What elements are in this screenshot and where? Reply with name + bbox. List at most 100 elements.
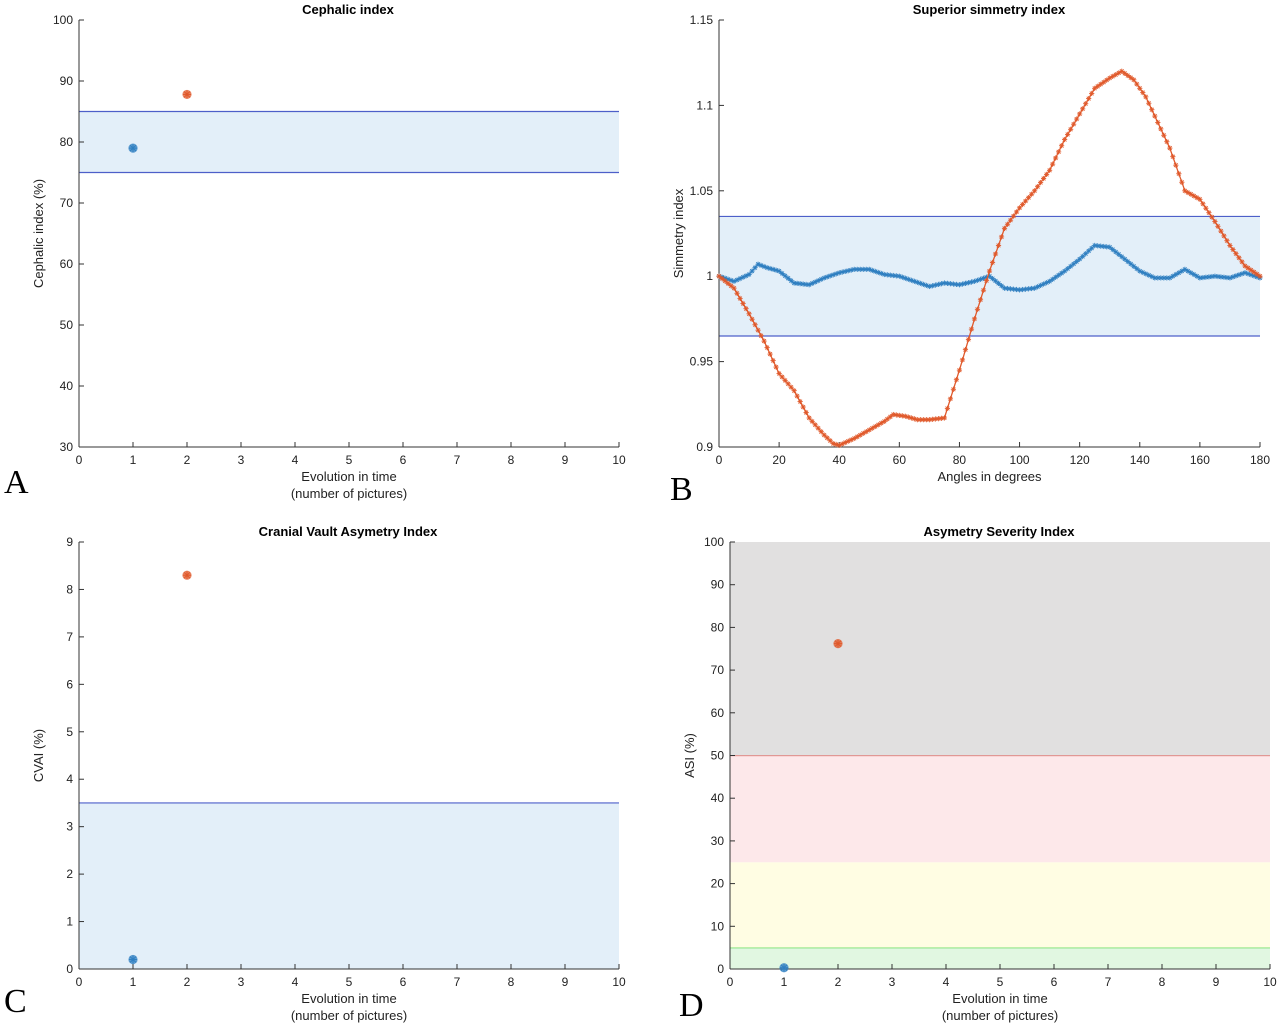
marker-stroke [749,317,755,322]
data-point [1131,77,1137,83]
band-3 [730,542,1270,756]
y-tick-label: 1 [706,269,713,283]
data-point [929,416,935,422]
data-point [779,374,785,380]
data-point [863,429,869,435]
y-tick-label: 30 [60,440,74,454]
marker-stroke [999,234,1004,240]
data-point [1031,188,1038,194]
marker-stroke [1182,188,1188,193]
marker-stroke [734,291,740,296]
marker-stroke [1152,113,1157,119]
data-point [1140,89,1146,96]
data-point [785,381,791,387]
marker-stroke [1221,233,1227,239]
marker-stroke [903,276,908,281]
data-point [1128,75,1134,81]
marker-stroke [840,269,845,275]
marker-stroke [966,280,971,285]
data-point [776,370,782,377]
data-point [1179,179,1185,185]
data-point [1257,273,1263,279]
marker-stroke [1056,149,1061,155]
marker-stroke [1101,79,1106,85]
data-point [1158,126,1164,132]
band-0 [730,947,1270,969]
data-point [749,316,755,322]
data-point [1050,161,1056,167]
data-point [971,316,978,322]
marker-stroke [1230,247,1236,252]
marker-stroke [1122,71,1127,76]
data-point [947,281,954,287]
marker-stroke [858,432,863,438]
data-point [1101,79,1107,85]
data-point [1116,70,1122,76]
marker-stroke [906,414,911,420]
marker-stroke [1251,273,1257,279]
marker-stroke [1236,255,1242,260]
chart-title: Superior simmetry index [913,2,1066,17]
marker-stroke [915,280,920,285]
data-point [1224,238,1230,244]
y-tick-label: 4 [66,772,73,786]
data-point [1050,276,1056,282]
marker-stroke [1206,274,1212,280]
data-point [1254,271,1260,277]
marker-stroke [1182,267,1188,272]
data-point [1236,255,1242,261]
data-point [1200,201,1206,207]
marker-stroke [761,338,767,344]
data-point [815,425,821,431]
data-point [1236,272,1242,278]
marker-stroke [1245,265,1251,271]
marker-stroke [1122,256,1127,262]
marker-stroke [879,271,884,276]
data-point [950,386,957,392]
y-tick-label: 70 [711,663,725,677]
marker-stroke [1047,279,1052,284]
data-point [1233,251,1239,257]
marker-stroke [1059,143,1064,148]
marker-stroke [990,276,995,281]
panel-letter: C [4,983,27,1020]
marker-stroke [1008,217,1013,223]
marker-stroke [843,269,848,274]
marker-stroke [725,281,731,286]
marker-stroke [987,274,992,279]
y-tick-label: 0 [717,962,724,976]
y-tick-label: 60 [711,706,725,720]
marker-stroke [960,357,965,363]
data-point [1019,201,1026,208]
y-tick-label: 100 [53,13,73,27]
marker-stroke [939,416,944,421]
marker-stroke [746,311,752,316]
marker-stroke [752,322,758,327]
data-point [887,414,893,420]
marker-stroke [861,431,866,436]
y-tick-label: 1 [66,915,73,929]
marker-stroke [779,374,785,380]
marker-stroke [1092,86,1097,91]
marker-stroke [1089,91,1094,96]
marker-stroke [1056,272,1061,278]
marker-stroke [825,435,830,441]
marker-stroke [1200,275,1206,280]
marker-stroke [1002,226,1007,231]
marker-stroke [963,347,968,352]
marker-stroke [990,260,995,265]
marker-stroke [809,419,815,424]
marker-stroke [794,393,800,399]
data-point [1242,263,1248,269]
marker-stroke [1047,168,1052,173]
marker-stroke [1158,126,1164,132]
data-point [1143,94,1149,100]
marker-stroke [1239,259,1245,265]
marker-stroke [1233,251,1239,256]
data-point [734,290,740,296]
panel-letter: D [679,987,704,1024]
marker-stroke [1110,247,1115,252]
data-point [947,396,954,402]
marker-stroke [912,279,917,284]
data-point [1248,267,1254,273]
